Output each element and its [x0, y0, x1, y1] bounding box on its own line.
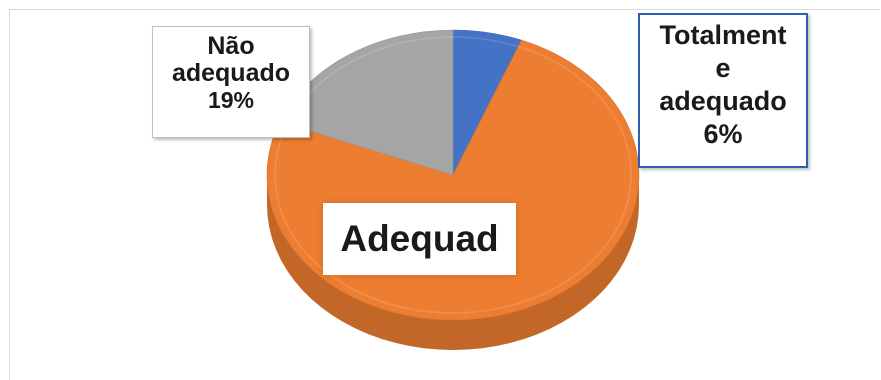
label-line: e: [715, 53, 731, 83]
pie-rim-highlight: [274, 36, 632, 314]
chart-frame: [9, 9, 880, 380]
label-line: adequado: [659, 86, 787, 116]
label-line: adequado: [171, 59, 291, 87]
pie-side-1: [267, 175, 639, 350]
label-percent: 19%: [207, 87, 255, 113]
data-label-adequado: Adequad: [323, 203, 516, 275]
data-label-nao-adequado: Não adequado 19%: [152, 26, 310, 138]
label-line: Não: [207, 32, 255, 60]
label-line: Totalment: [659, 20, 787, 50]
label-line: Adequad: [340, 218, 499, 259]
label-percent: 6%: [703, 119, 743, 149]
data-label-totalmente-adequado: Totalment e adequado 6%: [638, 13, 808, 168]
